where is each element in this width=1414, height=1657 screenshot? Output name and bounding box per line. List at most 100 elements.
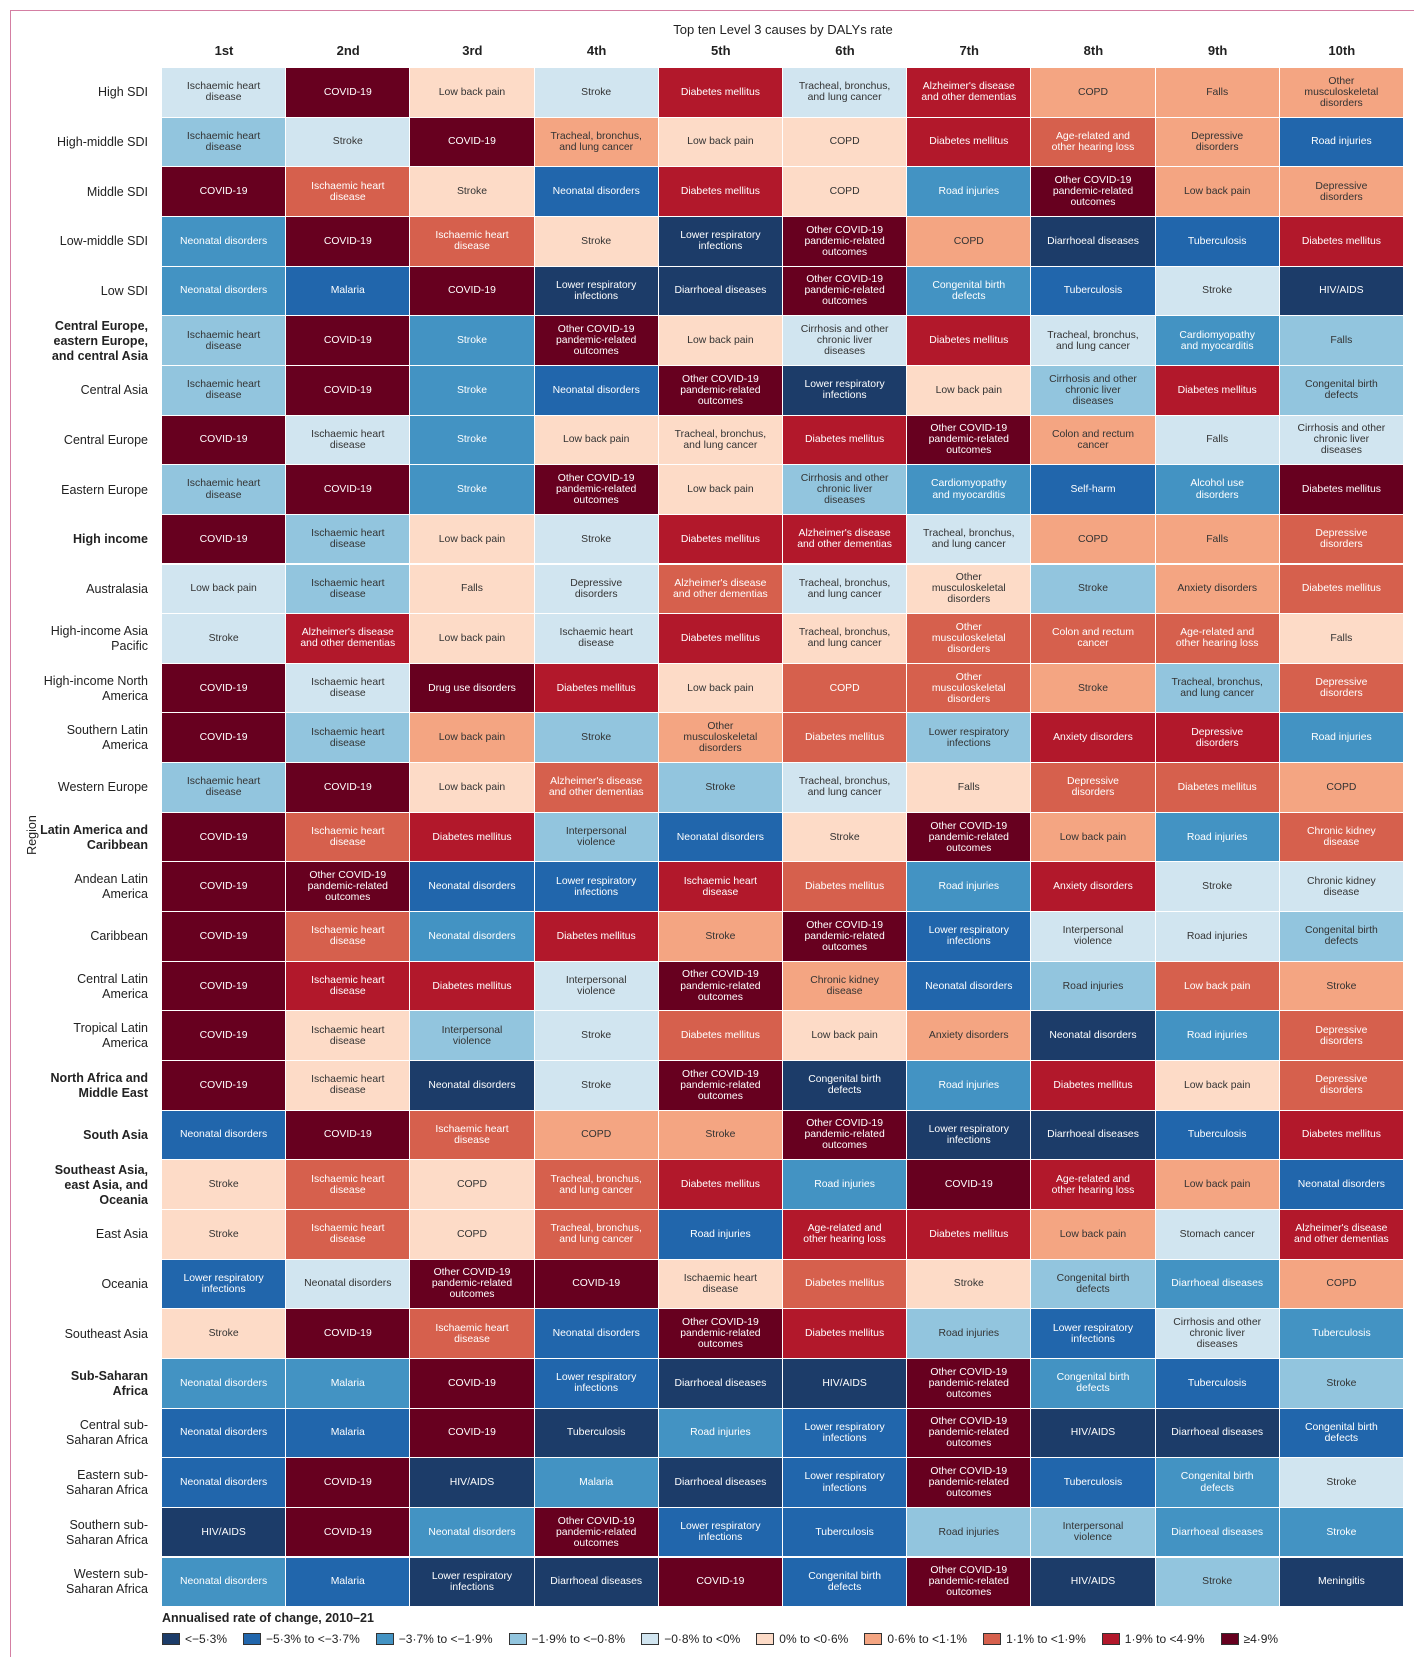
heatmap-cell: Low back pain: [658, 117, 783, 168]
heatmap-cell: Ischaemic heart disease: [658, 862, 783, 913]
heatmap-cell: Diabetes mellitus: [658, 1011, 783, 1061]
column-header: 4th: [586, 43, 607, 58]
heatmap-cell: COVID-19: [286, 1458, 411, 1508]
region-label: Low SDI: [100, 283, 148, 298]
heatmap-cell: COVID-19: [286, 365, 411, 416]
heatmap-cell: Diabetes mellitus: [1279, 465, 1404, 515]
heatmap-cell: Tracheal, bronchus, and lung cancer: [1155, 663, 1280, 714]
region-label: High SDI: [97, 85, 148, 100]
heatmap-cell: Low back pain: [658, 316, 783, 366]
heatmap-cell: Other COVID-19 pandemic-related outcomes: [907, 1408, 1032, 1459]
legend-swatch: [864, 1633, 883, 1645]
heatmap-cell: COVID-19: [162, 961, 287, 1012]
heatmap-cell: Stomach cancer: [1155, 1209, 1280, 1260]
heatmap-cell: COPD: [1279, 1259, 1404, 1310]
heatmap-cell: Other COVID-19 pandemic-related outcomes: [658, 365, 783, 416]
heatmap-cell: Stroke: [534, 216, 659, 267]
legend-swatch: [508, 1633, 527, 1645]
region-label: Middle SDI: [86, 184, 148, 199]
legend-label: −1·9% to <−0·8%: [531, 1632, 626, 1646]
heatmap-cell: Lower respiratory infections: [658, 216, 783, 267]
legend-item: <−5·3%: [162, 1632, 227, 1646]
region-label: Tropical Latin America: [73, 1021, 148, 1051]
legend-item: ≥4·9%: [1220, 1632, 1278, 1646]
heatmap-cell: Road injuries: [1031, 961, 1156, 1012]
heatmap-cell: Depressive disorders: [534, 564, 659, 615]
heatmap-cell: COVID-19: [286, 1110, 411, 1161]
heatmap-cell: Anxiety disorders: [1031, 862, 1156, 913]
heatmap-cell: COVID-19: [162, 415, 287, 466]
heatmap-cell: Congenital birth defects: [907, 266, 1032, 317]
heatmap-cell: Falls: [1279, 614, 1404, 664]
heatmap-cell: Other COVID-19 pandemic-related outcomes: [658, 1061, 783, 1111]
heatmap-cell: Diabetes mellitus: [907, 316, 1032, 366]
heatmap-cell: Ischaemic heart disease: [162, 117, 287, 168]
legend: <−5·3% −5·3% to <−3·7% −3·7% to <−1·9% −1·9…: [162, 1632, 1278, 1646]
heatmap-cell: Neonatal disorders: [162, 1458, 287, 1508]
heatmap-cell: Ischaemic heart disease: [286, 1160, 411, 1210]
region-label: Southern Latin America: [66, 723, 148, 753]
heatmap-cell: Road injuries: [1155, 812, 1280, 863]
heatmap-cell: Falls: [1155, 514, 1280, 565]
heatmap-cell: Other COVID-19 pandemic-related outcomes: [783, 1110, 908, 1161]
heatmap-cell: Congenital birth defects: [1279, 1408, 1404, 1459]
legend-item: −5·3% to <−3·7%: [243, 1632, 360, 1646]
heatmap-cell: Tuberculosis: [1279, 1309, 1404, 1359]
heatmap-cell: Diabetes mellitus: [1031, 1061, 1156, 1111]
heatmap-cell: COVID-19: [286, 1507, 411, 1558]
legend-swatch: [1101, 1633, 1120, 1645]
heatmap-cell: Alzheimer's disease and other dementias: [286, 614, 411, 664]
heatmap-cell: Interpersonal violence: [410, 1011, 535, 1061]
heatmap-cell: Road injuries: [1155, 912, 1280, 962]
region-label: Central sub-Saharan Africa: [66, 1418, 148, 1448]
heatmap-cell: Stroke: [783, 812, 908, 863]
heatmap-cell: Other musculoskeletal disorders: [907, 663, 1032, 714]
heatmap-cell: Depressive disorders: [1279, 1061, 1404, 1111]
heatmap-cell: COVID-19: [410, 266, 535, 317]
region-label: Low-middle SDI: [59, 234, 148, 249]
heatmap-cell: Congenital birth defects: [783, 1557, 908, 1608]
heatmap-cell: Other COVID-19 pandemic-related outcomes: [907, 415, 1032, 466]
heatmap-cell: Road injuries: [1279, 117, 1404, 168]
heatmap-cell: Other COVID-19 pandemic-related outcomes: [783, 216, 908, 267]
heatmap-cell: Road injuries: [907, 1061, 1032, 1111]
heatmap-cell: Lower respiratory infections: [534, 1358, 659, 1409]
heatmap-cell: Colon and rectum cancer: [1031, 415, 1156, 466]
heatmap-cell: Diabetes mellitus: [658, 1160, 783, 1210]
heatmap-cell: Stroke: [1031, 564, 1156, 615]
heatmap-cell: COPD: [783, 117, 908, 168]
heatmap-cell: Self-harm: [1031, 465, 1156, 515]
region-label: Western Europe: [57, 780, 148, 795]
legend-label: −5·3% to <−3·7%: [266, 1632, 360, 1646]
region-label: High-income Asia Pacific: [50, 623, 148, 653]
heatmap-cell: Congenital birth defects: [783, 1061, 908, 1111]
heatmap-cell: Other COVID-19 pandemic-related outcomes: [1031, 167, 1156, 217]
heatmap-cell: Cirrhosis and other chronic liver diseas…: [1155, 1309, 1280, 1359]
column-header: 6th: [835, 43, 855, 58]
region-label: Oceania: [101, 1276, 148, 1291]
axis-label: Region: [25, 815, 39, 855]
heatmap-cell: Other COVID-19 pandemic-related outcomes: [286, 862, 411, 913]
heatmap-cell: Diabetes mellitus: [783, 1259, 908, 1310]
heatmap-cell: Stroke: [1279, 1458, 1404, 1508]
region-label: Eastern Europe: [61, 482, 148, 497]
heatmap-cell: Cardiomyopathy and myocarditis: [1155, 316, 1280, 366]
heatmap-cell: Ischaemic heart disease: [286, 415, 411, 466]
heatmap-cell: Neonatal disorders: [162, 1358, 287, 1409]
legend-item: −0·8% to <0%: [641, 1632, 740, 1646]
title: Top ten Level 3 causes by DALYs rate: [673, 22, 893, 37]
heatmap-cell: Lower respiratory infections: [783, 1408, 908, 1459]
heatmap-cell: Lower respiratory infections: [783, 1458, 908, 1508]
heatmap-cell: Road injuries: [907, 1507, 1032, 1558]
heatmap-cell: Diabetes mellitus: [1155, 763, 1280, 813]
heatmap-cell: Malaria: [286, 1358, 411, 1409]
frame: [10, 10, 1414, 1657]
heatmap-cell: Lower respiratory infections: [534, 862, 659, 913]
heatmap-cell: Other COVID-19 pandemic-related outcomes: [783, 266, 908, 317]
legend-swatch: [756, 1633, 775, 1645]
heatmap-cell: Congenital birth defects: [1155, 1458, 1280, 1508]
heatmap-cell: Depressive disorders: [1279, 167, 1404, 217]
region-label: South Asia: [83, 1127, 148, 1142]
heatmap-cell: Diabetes mellitus: [658, 167, 783, 217]
heatmap-cell: Low back pain: [1155, 1160, 1280, 1210]
